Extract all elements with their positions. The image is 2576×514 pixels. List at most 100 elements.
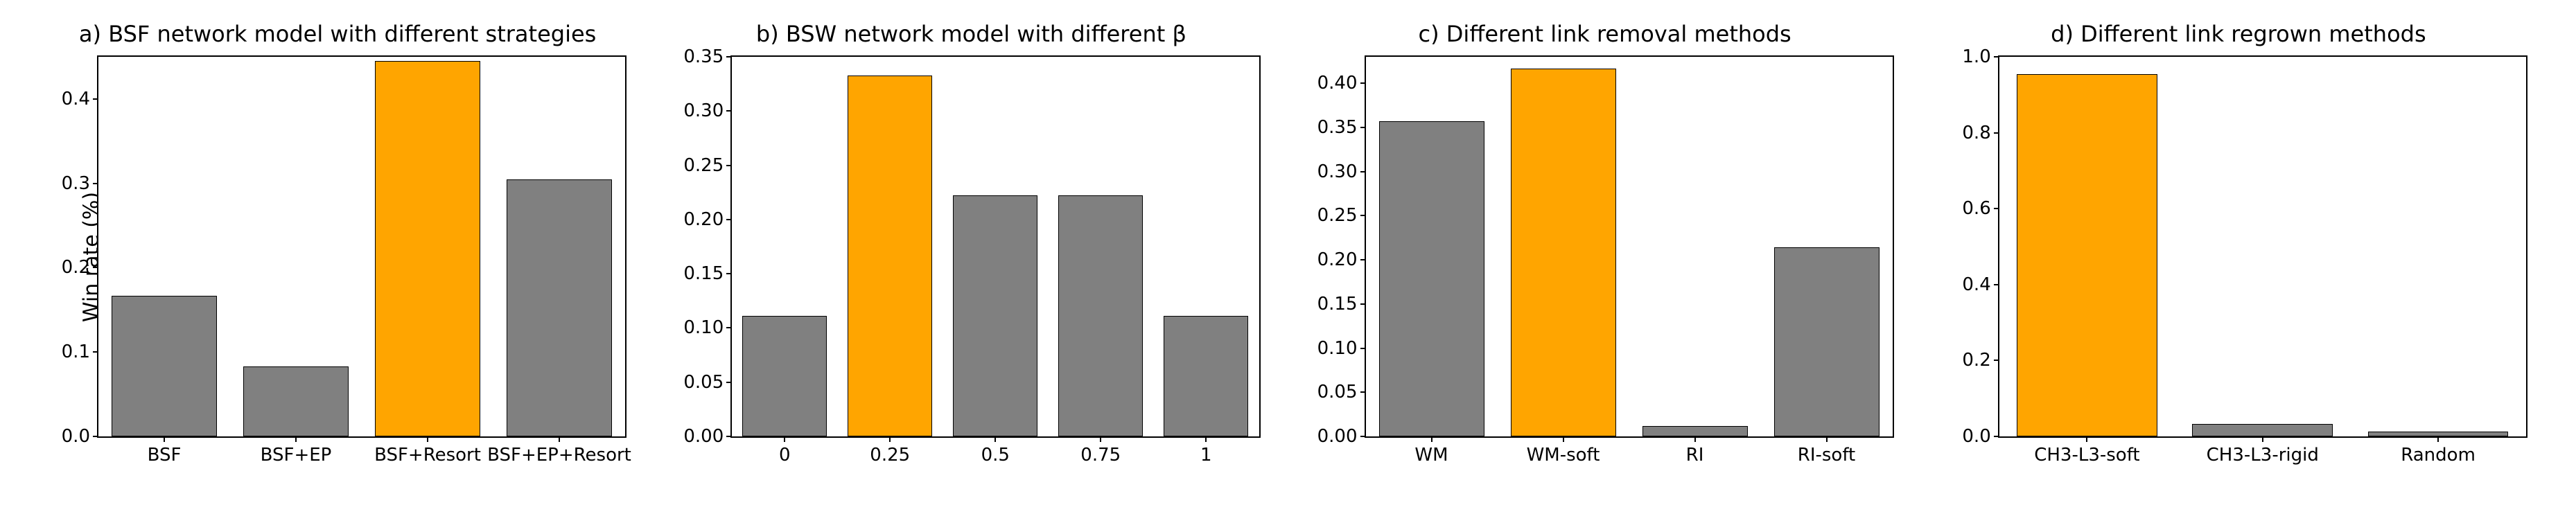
- x-tick: [1694, 436, 1696, 442]
- x-tick-label: WM: [1414, 445, 1448, 466]
- x-tick: [295, 436, 297, 442]
- y-tick-label: 0.35: [683, 46, 724, 67]
- bar: [2017, 74, 2157, 436]
- x-tick: [784, 436, 785, 442]
- subplot-c: c) Different link removal methods0.000.0…: [1288, 14, 1922, 500]
- plot-area: 0.000.050.100.150.200.250.300.3500.250.5…: [730, 55, 1260, 438]
- y-tick: [1994, 436, 1999, 437]
- x-tick: [559, 436, 560, 442]
- y-tick-label: 0.05: [683, 372, 724, 393]
- bar: [1774, 247, 1880, 436]
- y-tick: [726, 436, 732, 437]
- y-tick-label: 0.3: [62, 173, 90, 194]
- y-tick: [1360, 171, 1366, 172]
- y-tick: [726, 273, 732, 274]
- y-tick-label: 0.00: [1317, 426, 1358, 447]
- x-tick: [1205, 436, 1207, 442]
- y-tick-label: 0.30: [683, 100, 724, 121]
- y-tick: [1360, 127, 1366, 128]
- x-tick-label: RI-soft: [1798, 445, 1855, 466]
- y-tick-label: 0.25: [1317, 205, 1358, 226]
- bar: [1164, 316, 1248, 436]
- subplot-d: d) Different link regrown methods0.00.20…: [1922, 14, 2555, 500]
- bar: [953, 195, 1037, 436]
- y-tick: [726, 382, 732, 383]
- y-tick-label: 0.00: [683, 426, 724, 447]
- bar: [375, 61, 480, 436]
- x-tick: [1563, 436, 1564, 442]
- bar: [848, 76, 932, 436]
- x-tick-label: Random: [2401, 445, 2476, 466]
- y-tick-label: 0.10: [683, 317, 724, 338]
- x-tick-label: WM-soft: [1527, 445, 1600, 466]
- bar: [1511, 69, 1616, 436]
- subplot-title: d) Different link regrown methods: [1922, 21, 2555, 47]
- bar: [742, 316, 827, 436]
- y-tick-label: 0.4: [62, 89, 90, 109]
- subplot-title: a) BSF network model with different stra…: [21, 21, 654, 47]
- x-tick-label: BSF+EP: [261, 445, 332, 466]
- y-tick: [726, 56, 732, 57]
- figure-row: a) BSF network model with different stra…: [0, 0, 2576, 514]
- bar: [1642, 426, 1748, 436]
- x-tick-label: 0: [779, 445, 791, 466]
- y-tick-label: 0.35: [1317, 117, 1358, 138]
- x-tick: [1431, 436, 1432, 442]
- y-tick-label: 0.0: [62, 426, 90, 447]
- plot-area: 0.00.20.40.60.81.0CH3-L3-softCH3-L3-rigi…: [1998, 55, 2527, 438]
- subplot-a: a) BSF network model with different stra…: [21, 14, 654, 500]
- y-tick-label: 0.40: [1317, 73, 1358, 94]
- y-tick-label: 0.15: [683, 263, 724, 284]
- bar: [112, 296, 217, 436]
- y-tick: [726, 327, 732, 328]
- y-tick: [93, 351, 98, 353]
- plot-area: 0.000.050.100.150.200.250.300.350.40WMWM…: [1365, 55, 1894, 438]
- x-tick: [427, 436, 428, 442]
- y-tick-label: 1.0: [1962, 46, 1990, 67]
- x-tick: [164, 436, 165, 442]
- y-tick: [1360, 259, 1366, 260]
- y-tick: [1360, 82, 1366, 84]
- plot-area: 0.00.10.20.30.4BSFBSF+EPBSF+ResortBSF+EP…: [97, 55, 627, 438]
- y-tick: [93, 267, 98, 268]
- y-tick-label: 0.25: [683, 155, 724, 176]
- y-tick-label: 0.05: [1317, 382, 1358, 402]
- x-tick-label: BSF: [148, 445, 182, 466]
- y-tick: [1360, 215, 1366, 216]
- y-tick: [1360, 436, 1366, 437]
- x-tick: [2437, 436, 2439, 442]
- y-tick-label: 0.1: [62, 342, 90, 362]
- x-tick: [995, 436, 996, 442]
- x-tick: [1826, 436, 1828, 442]
- y-tick-label: 0.30: [1317, 161, 1358, 182]
- y-tick-label: 0.20: [1317, 249, 1358, 270]
- x-tick: [2086, 436, 2087, 442]
- subplot-b: b) BSW network model with different β 0.0…: [654, 14, 1288, 500]
- y-tick-label: 0.2: [62, 257, 90, 278]
- y-tick: [1360, 391, 1366, 393]
- y-tick: [726, 165, 732, 166]
- x-tick: [889, 436, 891, 442]
- y-tick: [1994, 360, 1999, 361]
- bar: [243, 366, 349, 436]
- y-tick-label: 0.8: [1962, 123, 1990, 143]
- y-tick: [1360, 303, 1366, 305]
- y-tick: [93, 436, 98, 437]
- y-tick-label: 0.6: [1962, 198, 1990, 219]
- y-tick-label: 0.0: [1962, 426, 1990, 447]
- y-tick: [1994, 56, 1999, 57]
- y-tick-label: 0.4: [1962, 274, 1990, 295]
- y-tick: [1994, 132, 1999, 134]
- bar: [1058, 195, 1143, 436]
- y-tick: [1360, 348, 1366, 349]
- x-tick-label: CH3-L3-soft: [2034, 445, 2139, 466]
- y-tick: [726, 110, 732, 112]
- y-tick: [93, 183, 98, 184]
- y-tick-label: 0.2: [1962, 350, 1990, 371]
- bar: [2192, 424, 2333, 436]
- bar: [1379, 121, 1484, 436]
- x-tick-label: BSF+Resort: [374, 445, 481, 466]
- x-tick-label: BSF+EP+Resort: [487, 445, 631, 466]
- y-tick: [726, 219, 732, 220]
- subplot-title: b) BSW network model with different β: [654, 21, 1288, 47]
